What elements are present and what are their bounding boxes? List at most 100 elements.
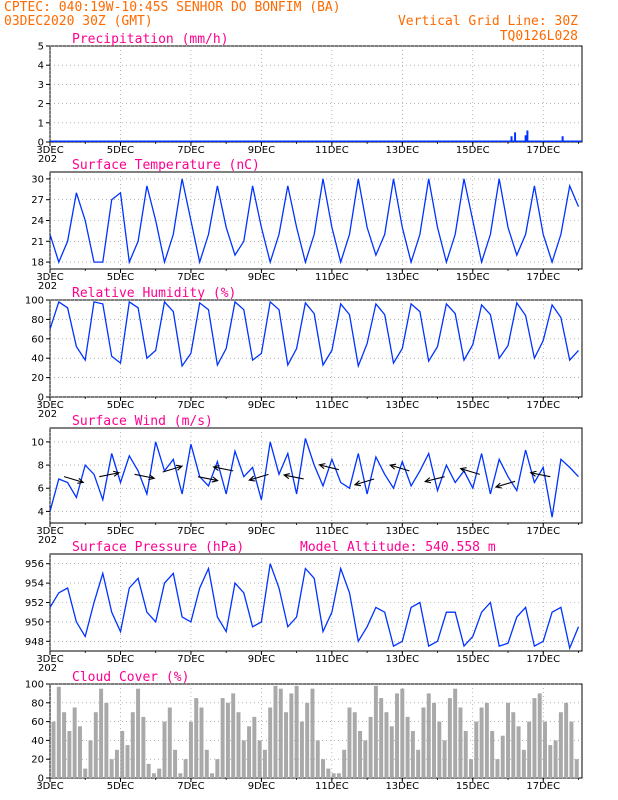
y-tick-label: 10 <box>31 437 44 448</box>
precip-bar <box>510 136 513 142</box>
cloud-bar <box>479 707 484 778</box>
y-tick-label: 0 <box>38 138 44 149</box>
x-tick-label: 17DEC <box>526 400 560 411</box>
y-tick-label: 8 <box>38 461 44 472</box>
y-tick-label: 80 <box>31 315 44 326</box>
cloud-bar <box>527 721 532 778</box>
wind-arrow <box>494 480 516 489</box>
cloud-bar <box>173 749 178 778</box>
wind-arrow <box>248 473 269 482</box>
y-tick-label: 21 <box>31 237 44 248</box>
cloud-bar <box>437 721 442 778</box>
cloud-bar <box>490 731 495 778</box>
cloud-bar <box>442 740 447 778</box>
panel-title: Cloud Cover (%) <box>72 670 189 685</box>
cloud-bar <box>72 707 77 778</box>
x-tick-label: 17DEC <box>526 781 560 792</box>
x-tick-label: 9DEC <box>248 145 275 156</box>
panel-plot-area <box>51 685 579 778</box>
cloud-bar <box>506 702 510 778</box>
header-grid-line: Vertical Grid Line: 30Z <box>398 14 578 29</box>
cloud-bar <box>136 688 141 778</box>
x-tick-label: 3DEC <box>36 400 63 411</box>
y-tick-label: 18 <box>31 258 44 269</box>
panel-temperature: 18 21 24 27 30 3DEC 5DEC 7DEC 9DEC 11DEC 13DEC 15DE… <box>31 158 583 292</box>
x-tick-label: 5DEC <box>107 272 134 283</box>
cloud-bar <box>331 773 336 778</box>
cloud-bar <box>236 712 241 778</box>
x-tick-label: 7DEC <box>177 526 204 537</box>
x-tick-label: 7DEC <box>177 781 204 792</box>
y-tick-label: 4 <box>38 61 44 72</box>
wind-arrow <box>318 463 340 471</box>
cloud-bar <box>447 698 452 778</box>
y-tick-label: 952 <box>25 598 44 609</box>
x-tick-label: 3DEC <box>36 272 63 283</box>
cloud-bar <box>77 726 82 778</box>
y-tick-label: 30 <box>31 174 44 185</box>
x-year-fragment: 202 <box>38 663 57 674</box>
wind-arrow <box>63 476 85 484</box>
y-tick-label: 100 <box>25 680 44 691</box>
cloud-bar <box>574 759 579 778</box>
temperature-series-line <box>50 178 580 265</box>
panel-frame <box>49 299 583 398</box>
cloud-bar <box>273 685 278 778</box>
y-tick-label: 60 <box>31 717 44 728</box>
cloud-bar <box>426 693 431 778</box>
cloud-bar <box>162 721 167 778</box>
cloud-bar <box>247 726 252 778</box>
wind-arrow <box>212 464 234 472</box>
x-tick-label: 13DEC <box>385 526 419 537</box>
cloud-bar <box>495 759 500 778</box>
y-tick-label: 0 <box>38 774 44 785</box>
x-tick-label: 5DEC <box>107 526 134 537</box>
wind-arrow <box>99 470 121 478</box>
cloud-bar <box>384 712 389 778</box>
x-tick-label: 9DEC <box>248 654 275 665</box>
cloud-bar <box>389 726 394 778</box>
cloud-bar <box>336 773 341 778</box>
cloud-bar <box>532 698 537 778</box>
cloud-bar <box>432 702 437 778</box>
x-tick-label: 11DEC <box>315 781 349 792</box>
y-tick-label: 40 <box>31 354 44 365</box>
cloud-bar <box>178 773 183 778</box>
cloud-bar <box>151 773 156 778</box>
cloud-bar <box>188 721 193 778</box>
y-tick-label: 20 <box>31 373 44 384</box>
header-date: 03DEC2020 30Z (GMT) <box>4 14 153 29</box>
x-tick-label: 9DEC <box>248 781 275 792</box>
header-model: TQ0126L028 <box>500 29 578 44</box>
y-tick-label: 2 <box>38 99 44 110</box>
cloud-bar <box>199 707 204 778</box>
panel-frame <box>49 45 583 143</box>
cloud-bar <box>215 759 220 778</box>
x-tick-label: 13DEC <box>385 781 419 792</box>
x-tick-label: 17DEC <box>526 526 560 537</box>
cloud-bar <box>93 712 98 778</box>
x-tick-label: 15DEC <box>456 526 490 537</box>
cloud-bar <box>373 685 378 778</box>
cloud-bar <box>220 698 225 778</box>
panel-pressure: 948 950 952 954 956 3DEC 5DEC 7DEC 9DEC 11DEC 13DE… <box>25 540 583 674</box>
cloud-bar <box>56 686 61 778</box>
cloud-bar <box>278 688 283 778</box>
panel-plot-area <box>50 300 579 369</box>
x-tick-label: 15DEC <box>456 145 490 156</box>
cloud-bar <box>484 702 489 778</box>
cloud-bar <box>204 749 209 778</box>
precip-bar <box>526 130 529 142</box>
x-tick-label: 13DEC <box>385 145 419 156</box>
cloud-bar <box>342 749 347 778</box>
wind-series-line <box>50 438 579 518</box>
header-location: CPTEC: 040:19W-10:45S SENHOR DO BONFIM (… <box>4 0 341 15</box>
pressure-series-line <box>50 563 580 651</box>
x-tick-label: 5DEC <box>107 654 134 665</box>
x-tick-label: 5DEC <box>107 781 134 792</box>
panel-title: Surface Pressure (hPa) <box>72 540 244 555</box>
x-tick-label: 13DEC <box>385 654 419 665</box>
humidity-series-line <box>50 300 579 369</box>
cloud-bar <box>379 698 384 778</box>
